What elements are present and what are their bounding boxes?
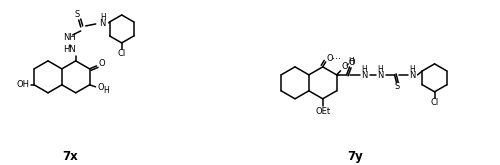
Text: S: S [74,10,80,19]
Text: 7y: 7y [347,150,363,163]
Text: N: N [362,71,368,80]
Text: H: H [348,57,354,66]
Text: O: O [326,54,333,63]
Text: H: H [410,65,416,74]
Text: H: H [100,14,105,22]
Text: HN: HN [64,45,76,54]
Text: 7x: 7x [62,150,78,163]
Text: H: H [378,65,384,74]
Text: O: O [98,83,104,92]
Text: NH: NH [64,33,76,42]
Text: ···: ··· [332,54,341,64]
Text: OEt: OEt [315,107,330,116]
Text: N: N [378,71,384,80]
Text: O: O [98,59,105,68]
Text: Cl: Cl [118,49,126,58]
Text: N: N [100,19,106,28]
Text: H: H [362,65,368,74]
Text: O: O [342,62,348,71]
Text: OH: OH [16,80,30,89]
Text: N: N [410,71,416,80]
Text: Cl: Cl [430,98,438,107]
Text: O: O [348,58,355,67]
Text: S: S [395,82,400,91]
Text: H: H [104,86,110,95]
